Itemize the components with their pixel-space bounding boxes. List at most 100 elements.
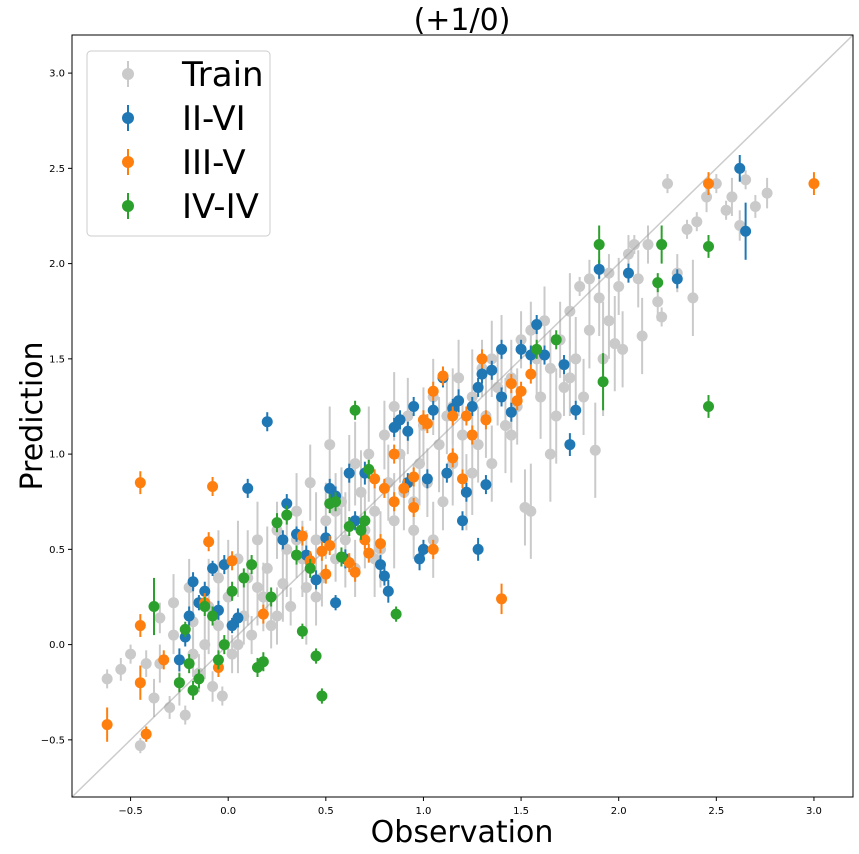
data-point	[656, 311, 668, 323]
data-point	[115, 663, 127, 675]
data-point	[564, 305, 576, 317]
data-point	[359, 515, 371, 527]
data-point	[140, 658, 152, 670]
data-point	[531, 343, 543, 355]
legend-item-ii-vi	[122, 105, 134, 131]
data-point	[656, 239, 668, 251]
data-point	[613, 280, 625, 292]
data-point	[476, 368, 488, 380]
data-point	[472, 439, 484, 451]
data-point	[363, 463, 375, 475]
data-point	[480, 479, 492, 491]
plot-frame	[71, 34, 854, 798]
legend-marker	[122, 68, 134, 80]
data-point	[632, 273, 644, 285]
legend-marker	[122, 112, 134, 124]
data-point	[140, 728, 152, 740]
data-point	[394, 414, 406, 426]
data-point	[226, 585, 238, 597]
data-point	[421, 473, 433, 485]
data-point	[574, 280, 586, 292]
data-point	[525, 505, 537, 517]
data-point	[558, 381, 570, 393]
data-point	[486, 364, 498, 376]
legend-item-train	[122, 61, 134, 87]
data-point	[265, 620, 277, 632]
data-point	[740, 174, 752, 186]
data-point	[499, 420, 511, 432]
data-point	[207, 562, 219, 574]
data-point	[609, 338, 621, 350]
data-point	[441, 467, 453, 479]
data-point	[101, 719, 113, 731]
data-point	[187, 576, 199, 588]
data-point	[761, 187, 773, 199]
data-point	[148, 601, 160, 612]
data-point	[271, 517, 283, 529]
data-point	[187, 684, 199, 696]
data-point	[335, 551, 347, 563]
data-point	[417, 543, 429, 555]
data-point	[740, 225, 752, 237]
data-point	[246, 629, 258, 641]
data-point	[349, 458, 361, 470]
data-point	[550, 334, 562, 346]
data-point	[589, 444, 601, 456]
x-tick-label: 2.0	[611, 806, 627, 817]
data-point	[539, 349, 551, 361]
data-point	[226, 555, 238, 567]
data-point	[207, 610, 219, 622]
y-tick-label: −0.5	[41, 735, 65, 746]
data-point	[583, 324, 595, 336]
data-point	[671, 273, 683, 285]
data-point	[148, 692, 160, 704]
data-point	[453, 395, 465, 407]
x-tick-label: 0.5	[318, 806, 334, 817]
data-point	[359, 534, 371, 546]
data-point	[363, 547, 375, 559]
data-point	[343, 557, 355, 569]
data-point	[339, 534, 351, 546]
data-point	[203, 536, 215, 548]
data-point	[544, 362, 556, 374]
data-point	[173, 677, 185, 689]
data-point	[414, 553, 426, 565]
data-point	[134, 620, 146, 632]
data-point	[447, 452, 459, 464]
y-tick-label: 1.5	[49, 354, 65, 365]
data-point	[642, 239, 654, 251]
data-point	[316, 690, 328, 702]
data-points-layer	[101, 155, 820, 754]
data-point	[808, 178, 820, 190]
data-point	[472, 381, 484, 393]
data-point	[382, 585, 394, 597]
data-point	[703, 178, 715, 190]
data-point	[466, 429, 478, 441]
data-point	[296, 625, 308, 637]
data-point	[296, 530, 308, 542]
data-point	[369, 505, 381, 517]
data-point	[134, 740, 146, 752]
data-point	[226, 648, 238, 660]
data-point	[578, 391, 590, 403]
legend-label: Train	[181, 55, 264, 95]
data-point	[486, 458, 498, 470]
legend-label: III-V	[182, 143, 246, 183]
data-point	[427, 385, 439, 397]
data-point	[212, 654, 224, 666]
data-point	[316, 545, 328, 557]
data-point	[447, 410, 459, 422]
data-point	[199, 639, 211, 651]
data-point	[300, 581, 312, 593]
data-point	[324, 439, 336, 451]
data-point	[687, 292, 699, 304]
data-point	[496, 391, 508, 403]
x-tick-label: −0.5	[118, 806, 142, 817]
data-point	[324, 540, 336, 552]
data-point	[486, 353, 498, 365]
data-point	[427, 404, 439, 416]
data-point	[472, 543, 484, 555]
data-point	[183, 610, 195, 622]
data-point	[251, 534, 263, 546]
y-tick-label: 0.5	[49, 545, 65, 556]
